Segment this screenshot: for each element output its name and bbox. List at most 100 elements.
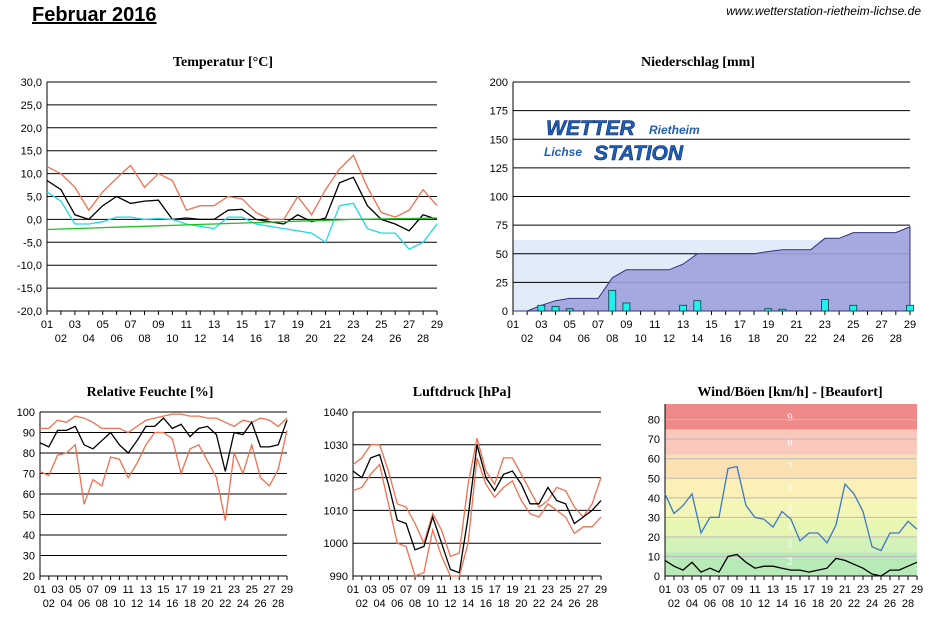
x-tick-label: 25: [375, 319, 387, 331]
x-tick-label: 19: [762, 319, 774, 331]
x-tick-label: 23: [819, 319, 831, 331]
site-url-link[interactable]: www.wetterstation-rietheim-lichse.de: [726, 4, 921, 18]
beaufort-band: [665, 429, 917, 455]
humidity-min-line: [39, 430, 288, 521]
temperature-longterm-line: [46, 217, 438, 231]
x-tick-label: 05: [695, 584, 707, 596]
wind-gust-line: [664, 465, 918, 552]
x-tick-label: 14: [776, 598, 788, 610]
x-tick-label: 28: [890, 333, 902, 345]
x-tick-label: 15: [157, 584, 169, 596]
x-tick-label: 27: [263, 584, 275, 596]
y-tick-label: 70: [23, 469, 35, 481]
x-tick-label: 12: [194, 333, 206, 345]
x-tick-label: 21: [524, 584, 536, 596]
x-tick-label: 29: [904, 319, 916, 331]
x-tick-label: 27: [893, 584, 905, 596]
logo-text: Rietheim: [649, 123, 700, 137]
x-tick-label: 19: [506, 584, 518, 596]
y-tick-label: 50: [496, 249, 508, 261]
temperature-mean-line: [46, 176, 438, 232]
x-tick-label: 04: [686, 598, 698, 610]
pressure-max-line: [352, 438, 602, 558]
x-tick-label: 21: [319, 319, 331, 331]
x-tick-label: 29: [911, 584, 923, 596]
x-tick-label: 11: [181, 319, 192, 331]
x-tick-label: 10: [740, 598, 752, 610]
precip-daily-bar: [849, 304, 858, 312]
x-tick-label: 15: [705, 319, 717, 331]
x-tick-label: 11: [436, 584, 447, 596]
x-tick-label: 03: [52, 584, 64, 596]
y-tick-label: 40: [648, 493, 660, 505]
pressure-min-line: [352, 457, 602, 577]
x-tick-label: 13: [208, 319, 220, 331]
x-tick-label: 26: [389, 333, 401, 345]
y-tick-label: 10,0: [21, 169, 42, 181]
beaufort-band: [665, 552, 917, 576]
y-tick-label: 50: [648, 473, 660, 485]
x-tick-label: 23: [347, 319, 359, 331]
x-tick-label: 06: [578, 333, 590, 345]
x-tick-label: 05: [564, 319, 576, 331]
chart-title: Relative Feuchte [%]: [87, 385, 214, 400]
y-tick-label: 1040: [324, 407, 348, 419]
x-tick-label: 14: [462, 598, 474, 610]
x-tick-label: 27: [403, 319, 415, 331]
chart-title: Luftdruck [hPa]: [413, 385, 511, 400]
y-tick-label: 30: [23, 551, 35, 563]
x-tick-label: 22: [848, 598, 860, 610]
x-tick-label: 15: [471, 584, 483, 596]
x-tick-label: 25: [559, 584, 571, 596]
y-tick-label: 10: [648, 551, 660, 563]
x-tick-label: 22: [533, 598, 545, 610]
y-tick-label: 200: [490, 77, 508, 89]
x-tick-label: 23: [228, 584, 240, 596]
page-title: Februar 2016: [32, 4, 157, 26]
x-tick-label: 18: [748, 333, 760, 345]
beaufort-label: 9: [787, 414, 793, 424]
x-tick-label: 22: [333, 333, 345, 345]
x-tick-label: 04: [60, 598, 72, 610]
x-tick-label: 08: [409, 598, 421, 610]
x-tick-label: 20: [776, 333, 788, 345]
x-tick-label: 01: [347, 584, 359, 596]
beaufort-band: [665, 454, 917, 479]
temperature-min-line: [46, 191, 438, 251]
x-tick-label: 19: [292, 319, 304, 331]
x-tick-label: 15: [785, 584, 797, 596]
y-tick-label: -10,0: [17, 260, 42, 272]
x-tick-label: 10: [113, 598, 125, 610]
x-tick-label: 04: [83, 333, 95, 345]
x-tick-label: 01: [34, 584, 46, 596]
x-tick-label: 24: [361, 333, 373, 345]
y-tick-label: 125: [490, 163, 508, 175]
x-tick-label: 24: [237, 598, 249, 610]
x-tick-label: 20: [306, 333, 318, 345]
x-tick-label: 22: [219, 598, 231, 610]
x-tick-label: 12: [758, 598, 770, 610]
x-tick-label: 28: [417, 333, 429, 345]
x-tick-label: 02: [43, 598, 55, 610]
x-tick-label: 26: [884, 598, 896, 610]
beaufort-label: 5: [787, 506, 793, 516]
x-tick-label: 05: [97, 319, 109, 331]
x-tick-label: 13: [767, 584, 779, 596]
x-tick-label: 02: [668, 598, 680, 610]
x-tick-label: 13: [140, 584, 152, 596]
precip-daily-bar: [764, 308, 773, 312]
x-tick-label: 25: [875, 584, 887, 596]
x-tick-label: 25: [847, 319, 859, 331]
y-tick-label: 70: [648, 434, 660, 446]
x-tick-label: 26: [861, 333, 873, 345]
x-tick-label: 13: [453, 584, 465, 596]
y-tick-label: -20,0: [17, 306, 42, 318]
x-tick-label: 21: [839, 584, 851, 596]
x-tick-label: 16: [250, 333, 262, 345]
y-tick-label: 20,0: [21, 123, 42, 135]
x-tick-label: 04: [549, 333, 561, 345]
x-tick-label: 14: [222, 333, 234, 345]
x-tick-label: 28: [902, 598, 914, 610]
x-tick-label: 27: [876, 319, 888, 331]
